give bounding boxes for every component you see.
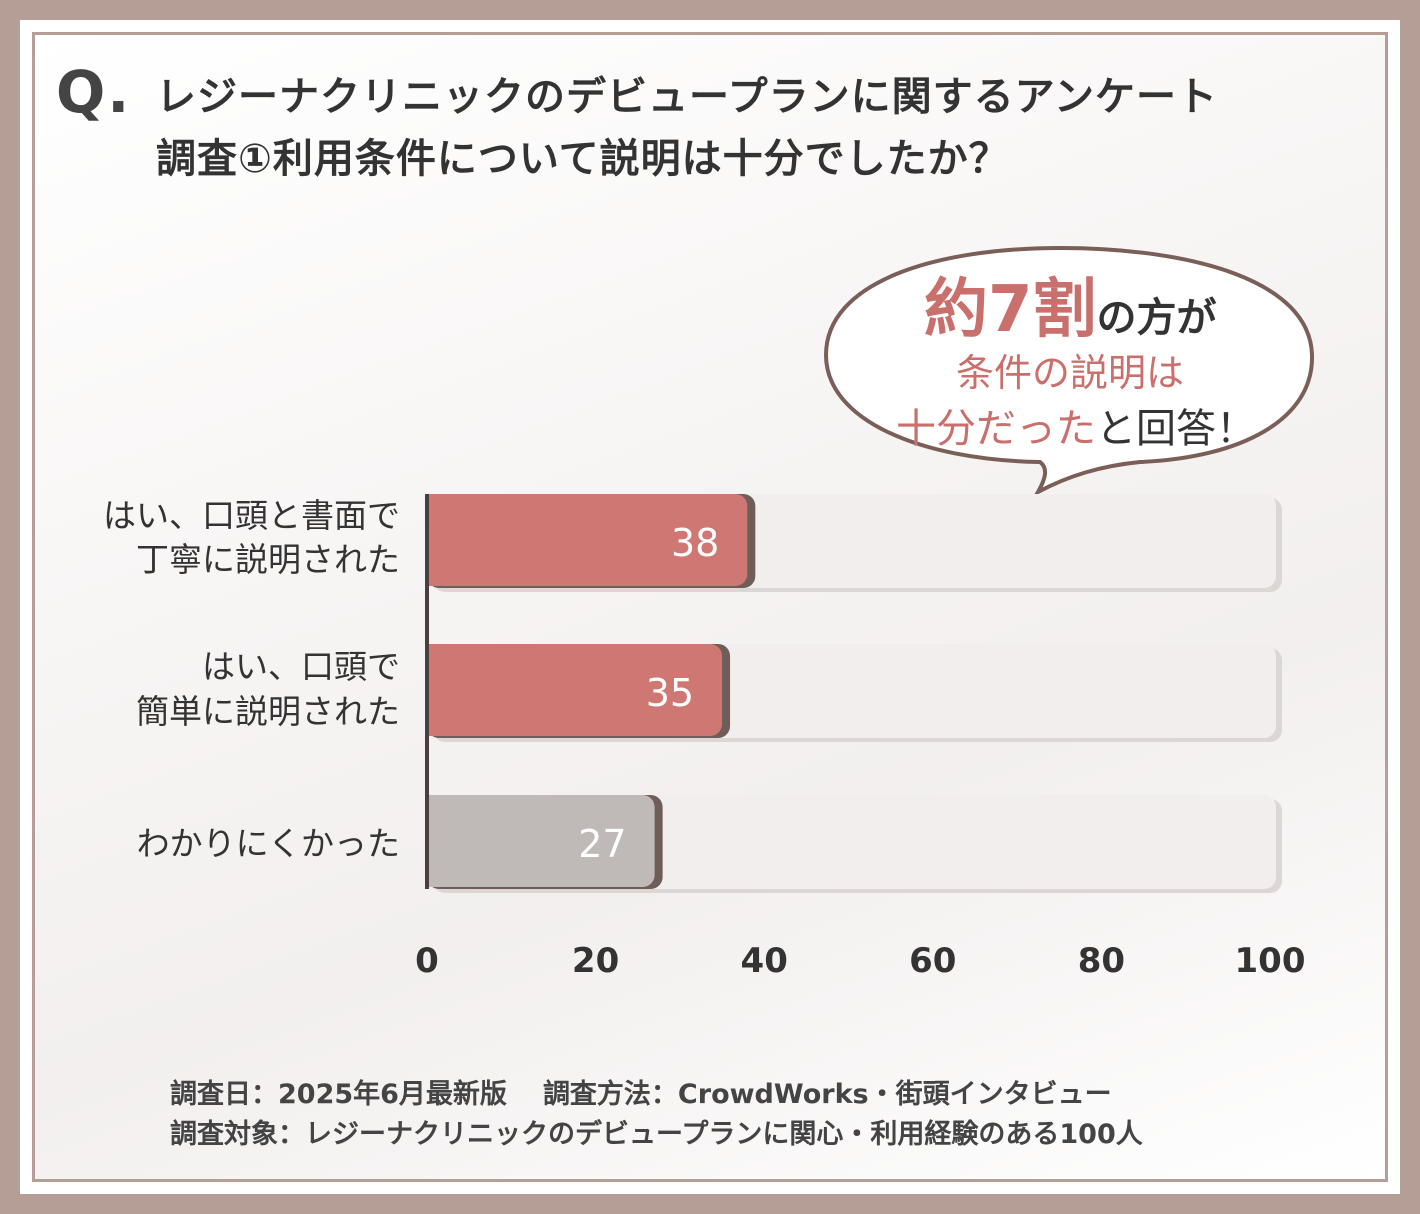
value-label-0: 38	[671, 521, 719, 565]
callout-line-3-highlight: 十分だった	[896, 406, 1096, 452]
survey-target: 調査対象：レジーナクリニックのデビュープランに関心・利用経験のある100人	[170, 1119, 1143, 1150]
value-label-2: 27	[578, 822, 626, 866]
callout-line-3-rest: と回答！	[1096, 406, 1256, 452]
category-label-1-line-2: 簡単に説明された	[136, 692, 400, 731]
speech-bubble-shape	[823, 245, 1315, 498]
question-mark: Q.	[56, 58, 132, 126]
x-tick-label-3: 60	[909, 941, 956, 981]
category-label-2-line-1: わかりにくかった	[136, 824, 400, 863]
survey-method: 調査方法：CrowdWorks・街頭インタビュー	[542, 1079, 1112, 1110]
category-label-0-line-1: はい、口頭と書面で	[103, 496, 400, 535]
x-tick-label-5: 100	[1235, 941, 1306, 981]
chart-card	[32, 32, 1388, 1182]
bar-0	[427, 494, 748, 586]
callout-line-2: 条件の説明は	[956, 351, 1185, 395]
callout-line-3: 十分だったと回答！	[896, 396, 1256, 454]
category-label-1-line-1: はい、口頭で	[202, 647, 400, 686]
x-tick-label-2: 40	[741, 941, 788, 981]
bar-left-edge-1	[427, 644, 447, 736]
value-label-1: 35	[646, 671, 694, 715]
bar-left-edge-0	[427, 494, 447, 586]
x-tick-label-1: 20	[572, 941, 619, 981]
survey-date: 調査日：2025年6月最新版	[170, 1079, 507, 1110]
category-label-0-line-2: 丁寧に説明された	[136, 540, 400, 579]
survey-date-method: 調査日：2025年6月最新版 調査方法：CrowdWorks・街頭インタビュー	[170, 1072, 1112, 1111]
chart-title-line-2: 調査①利用条件について説明は十分でしたか？	[156, 136, 1010, 182]
bar-left-edge-2	[427, 795, 447, 887]
bar-1	[427, 644, 723, 736]
x-tick-label-4: 80	[1078, 941, 1125, 981]
chart-title-line-1: レジーナクリニックのデビュープランに関するアンケート	[156, 74, 1218, 120]
bar-2	[427, 795, 655, 887]
callout-line-1-rest: の方が	[1096, 295, 1217, 341]
x-tick-label-0: 0	[415, 941, 439, 981]
callout-highlight: 約7割	[924, 273, 1097, 347]
callout-line-1: 約7割の方が	[924, 258, 1217, 350]
